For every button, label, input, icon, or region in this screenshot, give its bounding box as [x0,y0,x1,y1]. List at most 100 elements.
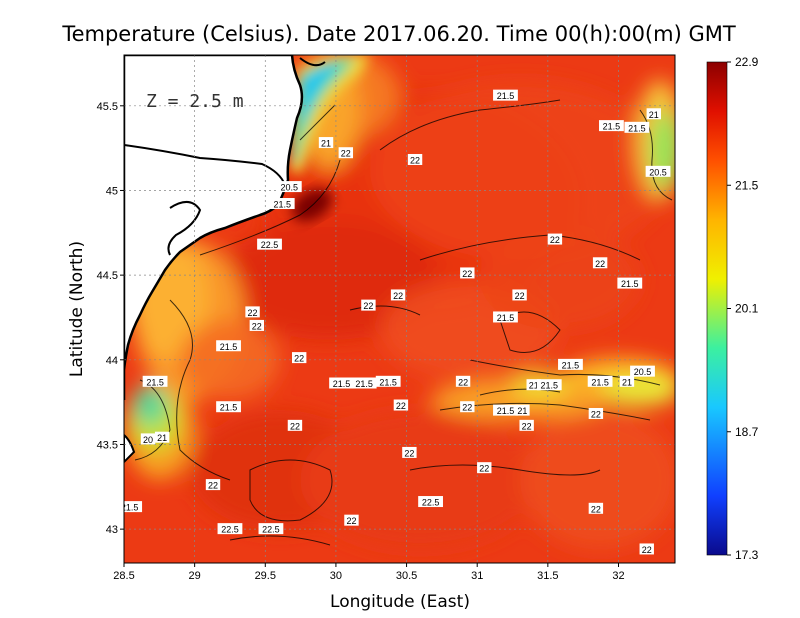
contour-label: 22.5 [418,496,443,508]
contour-label: 22.5 [258,523,284,535]
contour-label: 21.5 [558,358,583,370]
contour-label-box [375,375,401,387]
contour-label-box [592,257,608,269]
contour-label-text: 21.5 [562,360,580,370]
x-tick-label: 31 [471,570,483,582]
colorbar-tick-label: 20.1 [735,302,759,316]
contour-label-box [124,501,143,513]
contour-label: 22 [205,479,221,491]
contour-label-text: 21.5 [497,406,515,416]
contour-label-box [249,319,265,331]
x-tick-label: 29.5 [255,570,276,582]
contour-label-box [361,299,376,311]
contour-label: 21 [646,108,662,120]
y-tick-label: 45 [106,185,118,197]
contour-label-box [460,267,475,279]
contour-label: 21 [154,431,170,443]
contour-label-box [645,165,671,177]
contour-label-box [536,379,562,391]
contour-label-text: 22 [346,516,356,526]
contour-label-text: 20 [143,435,153,445]
contour-label-box [617,277,643,289]
contour-label-text: 22 [252,321,262,331]
contour-label: 22 [245,306,260,318]
contour-label: 21.5 [216,340,241,352]
contour-label: 21.5 [599,120,624,132]
contour-label-box [547,233,563,245]
contour-label-box [512,289,527,301]
contour-label: 21.5 [624,121,650,133]
contour-label-text: 22 [363,301,373,311]
contour-label-box [493,311,518,323]
contour-label: 22 [361,299,376,311]
contour-label-box [519,419,534,431]
contour-label: 21.5 [493,404,518,416]
colorbar-tick-label: 17.3 [735,548,759,562]
contour-label-text: 21.5 [621,279,639,289]
contour-label-text: 21.5 [497,313,515,323]
contour-label-box [154,431,170,443]
contour-label-text: 22 [595,259,605,269]
contour-label-text: 22 [410,155,420,165]
contour-label-text: 22 [396,401,406,411]
contour-label: 21 [318,137,334,149]
contour-label-text: 21 [649,110,659,120]
contour-label: 22 [460,401,475,413]
gridlines [124,55,675,563]
contour-label: 21.5 [329,377,354,389]
contour-label: 21.5 [124,501,143,513]
contour-label: 20.5 [276,181,302,193]
contour-label-box [619,375,635,387]
contour-label-box [630,365,655,377]
contour-label-text: 22 [393,291,403,301]
contour-label-box [460,401,475,413]
contour-label-text: 22 [479,464,489,474]
contour-label-text: 22 [341,149,351,159]
contour-label: 22 [588,502,604,514]
contour-label-text: 22.5 [262,525,280,535]
contour-label-box [258,523,284,535]
contour-label-text: 22.5 [221,525,239,535]
temperature-field [124,55,675,563]
contour-label: 22 [460,267,475,279]
contour-label: 22 [512,289,527,301]
contour-label-box [140,433,156,445]
colorbar-tick-label: 22.9 [735,55,759,69]
contour-label-text: 22 [208,481,218,491]
contour-label-text: 22.5 [261,240,279,250]
contour-label-text: 22 [458,377,468,387]
contour-label: 20.5 [630,365,655,377]
contour-label: 22 [249,319,265,331]
contour-label-text: 22 [462,403,472,413]
contour-label: 22 [455,375,471,387]
contour-label: 22 [407,153,423,165]
contour-label-box [257,238,282,250]
contour-label: 22.5 [217,523,243,535]
contour-label-box [291,352,307,364]
x-tick-label: 30.5 [396,570,417,582]
contour-label-text: 22.5 [422,498,440,508]
y-tick-label: 45.5 [97,101,118,113]
contour-label: 21.5 [351,377,377,389]
contour-label-box [142,375,168,387]
contour-label: 21.5 [269,198,295,210]
contour-label-box [588,502,604,514]
contour-label-text: 21.5 [591,377,609,387]
contour-label-text: 22 [550,235,560,245]
contour-label-box [287,419,303,431]
contour-label-box [329,377,354,389]
contour-label-box [338,147,354,159]
contour-label-text: 21 [622,377,632,387]
x-tick-label: 30 [330,570,342,582]
contour-label: 20 [140,433,156,445]
contour-label-box [217,523,243,535]
contour-label-text: 21.5 [379,377,397,387]
contour-label: 22 [338,147,354,159]
contour-label-box [351,377,377,389]
colorbar: 22.9 21.5 20.1 18.7 17.3 [706,55,759,562]
contour-label-text: 22 [642,545,652,555]
contour-label-text: 21.5 [146,377,164,387]
contour-label-box [624,121,650,133]
contour-label-box [402,446,417,458]
